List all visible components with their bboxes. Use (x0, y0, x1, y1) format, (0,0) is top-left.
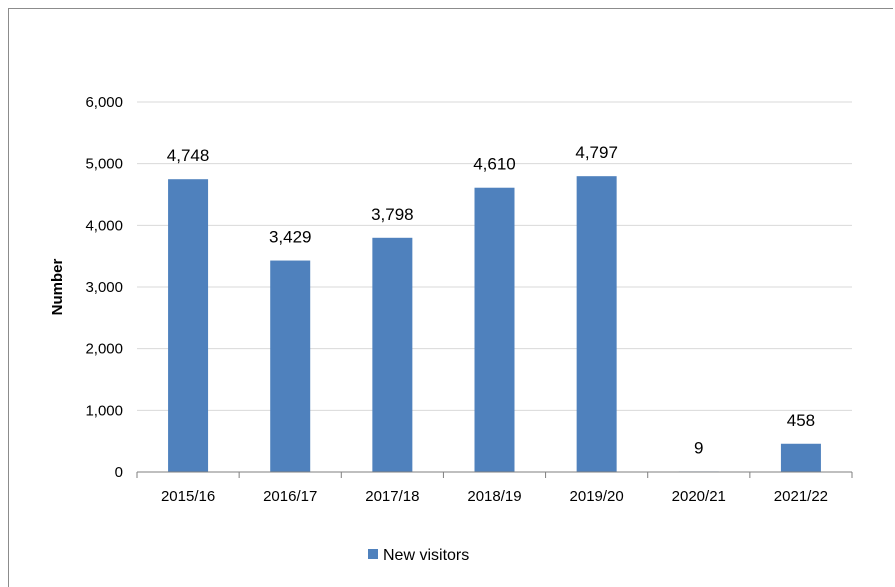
chart-frame (8, 8, 893, 587)
data-label: 3,798 (371, 205, 414, 224)
x-tick-label: 2015/16 (161, 488, 215, 505)
bar-2019-20 (576, 176, 617, 472)
bar-2016-17 (270, 260, 311, 472)
bar-2021-22 (780, 443, 821, 472)
y-axis-title: Number (49, 259, 66, 316)
data-labels: 4,748 3,429 3,798 4,610 4,797 9 458 (167, 143, 815, 457)
data-label: 4,748 (167, 146, 210, 165)
x-tick-labels: 2015/16 2016/17 2017/18 2018/19 2019/20 2020/… (161, 488, 828, 505)
legend-swatch-new-visitors (368, 549, 378, 559)
data-label: 3,429 (269, 228, 312, 247)
y-tick-label: 1,000 (85, 402, 123, 419)
y-tick-label: 2,000 (85, 341, 123, 358)
bar-2017-18 (372, 237, 413, 472)
data-label: 4,610 (473, 155, 516, 174)
y-tick-label: 4,000 (85, 217, 123, 234)
x-tick-label: 2021/22 (774, 488, 828, 505)
data-label: 458 (787, 411, 815, 430)
y-tick-label: 3,000 (85, 279, 123, 296)
x-tick-label: 2018/19 (467, 488, 521, 505)
data-label: 4,797 (575, 143, 618, 162)
bar-2018-19 (474, 187, 515, 472)
y-tick-labels: 0 1,000 2,000 3,000 4,000 5,000 6,000 (85, 94, 123, 481)
legend: New visitors (368, 547, 469, 564)
x-tick-label: 2019/20 (570, 488, 624, 505)
x-tick-label: 2016/17 (263, 488, 317, 505)
legend-label-new-visitors: New visitors (383, 547, 469, 564)
x-tick-label: 2017/18 (365, 488, 419, 505)
y-tick-label: 6,000 (85, 94, 123, 111)
y-tick-label: 0 (115, 464, 123, 481)
data-label: 9 (694, 438, 703, 457)
x-tick-label: 2020/21 (672, 488, 726, 505)
bar-2015-16 (168, 179, 209, 472)
y-tick-label: 5,000 (85, 156, 123, 173)
bars (168, 176, 821, 472)
